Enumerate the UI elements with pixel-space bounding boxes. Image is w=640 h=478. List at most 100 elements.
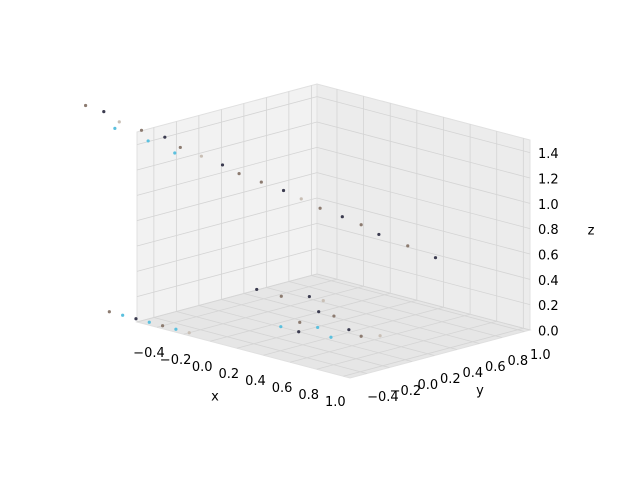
grid-line xyxy=(266,287,480,344)
point xyxy=(199,154,204,158)
point xyxy=(281,188,286,193)
point xyxy=(321,298,325,303)
point xyxy=(359,223,363,227)
point xyxy=(406,244,410,248)
point xyxy=(297,330,301,334)
point xyxy=(359,334,363,338)
point xyxy=(174,327,178,331)
z-tick-label: 0.2 xyxy=(538,299,559,314)
point xyxy=(160,324,165,328)
point xyxy=(279,325,283,329)
point xyxy=(317,310,321,314)
grid-line xyxy=(221,299,435,356)
point xyxy=(187,331,191,335)
point xyxy=(279,294,283,298)
y-tick-label: 1.0 xyxy=(530,348,551,363)
grid-line xyxy=(316,222,531,280)
grid-line xyxy=(263,306,444,356)
point xyxy=(259,180,263,184)
x-tick-label: 0.0 xyxy=(192,360,213,375)
grid-line xyxy=(198,305,412,362)
x-tick-label: 1.0 xyxy=(325,395,346,410)
x-tick-label: −0.2 xyxy=(160,353,192,368)
point xyxy=(255,287,259,292)
point xyxy=(173,151,177,155)
grid-line xyxy=(316,121,531,179)
x-tick-label: 0.2 xyxy=(219,367,240,382)
grid-line xyxy=(176,311,390,368)
z-tick-label: 0.0 xyxy=(538,325,559,340)
y-tick-label: 0.4 xyxy=(463,366,484,381)
grid-line xyxy=(136,146,318,196)
point xyxy=(332,314,336,318)
grid-line xyxy=(136,96,318,146)
point xyxy=(102,110,106,114)
point xyxy=(378,334,382,338)
grid-line xyxy=(136,248,318,298)
grid-line xyxy=(316,320,497,370)
z-tick-label: 0.8 xyxy=(538,223,559,238)
grid-line xyxy=(316,273,531,331)
grid-line xyxy=(289,313,471,363)
z-tick-label: 0.6 xyxy=(538,249,559,264)
y-axis-label: y xyxy=(476,384,484,399)
grid-line xyxy=(316,197,531,255)
point xyxy=(83,103,88,108)
point xyxy=(318,206,322,210)
point xyxy=(113,126,117,130)
grid-line xyxy=(243,293,457,350)
grid-line xyxy=(136,222,318,272)
x-tick-label: 0.8 xyxy=(298,388,319,403)
grid-line xyxy=(311,275,525,332)
point xyxy=(299,197,303,201)
grid-line xyxy=(153,317,367,374)
point xyxy=(307,294,311,299)
grid-line xyxy=(210,292,391,342)
point xyxy=(163,135,167,139)
point xyxy=(433,256,438,260)
point xyxy=(298,320,302,324)
y-tick-label: 0.2 xyxy=(440,372,461,387)
z-tick-label: 1.0 xyxy=(538,198,559,213)
x-tick-label: 0.4 xyxy=(245,374,266,389)
x-axis-label: x xyxy=(211,390,219,405)
point xyxy=(237,172,241,176)
grid-line xyxy=(136,172,318,222)
z-axis-label: z xyxy=(588,224,595,239)
point xyxy=(147,320,151,324)
point xyxy=(139,128,144,132)
grid-line xyxy=(183,285,364,335)
x-tick-label: 0.6 xyxy=(272,381,293,396)
point xyxy=(347,328,351,332)
grid-line xyxy=(316,146,531,204)
point xyxy=(107,310,111,314)
point xyxy=(117,120,121,124)
grid-line xyxy=(136,273,318,323)
x-tick-label: −0.4 xyxy=(133,346,165,361)
grid-line xyxy=(343,327,524,377)
grid-line xyxy=(316,96,531,154)
z-tick-label: 1.2 xyxy=(538,173,559,188)
grid-line xyxy=(136,121,318,171)
point xyxy=(134,317,138,321)
point xyxy=(146,139,150,143)
y-tick-label: 0.8 xyxy=(508,354,529,369)
grid-line xyxy=(316,172,531,230)
grid-line xyxy=(136,197,318,247)
grid-line xyxy=(236,299,417,349)
grid-line xyxy=(156,278,338,328)
point xyxy=(316,325,320,330)
z-tick-label: 0.4 xyxy=(538,274,559,289)
z-tick-label: 1.4 xyxy=(538,147,559,162)
point xyxy=(178,145,182,150)
point xyxy=(329,335,333,339)
point xyxy=(340,215,344,219)
y-tick-label: 0.6 xyxy=(485,360,506,375)
point xyxy=(220,163,225,167)
point xyxy=(377,232,381,237)
y-tick-label: −0.4 xyxy=(367,390,399,405)
grid-line xyxy=(316,248,531,306)
point xyxy=(121,313,125,317)
grid-line xyxy=(288,281,502,338)
